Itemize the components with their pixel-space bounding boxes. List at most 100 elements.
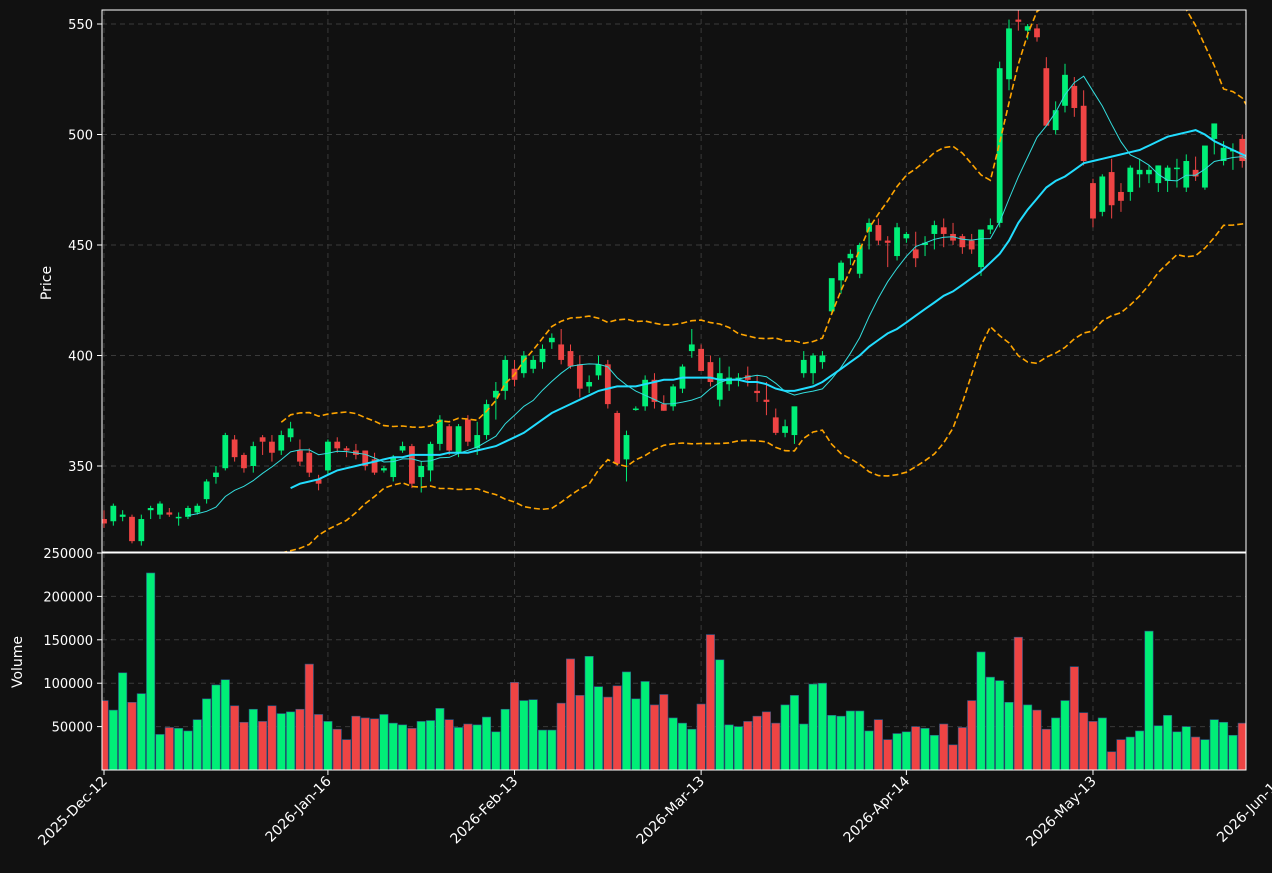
candle-body bbox=[325, 441, 331, 471]
candle-body bbox=[1211, 123, 1218, 139]
volume-bar bbox=[370, 718, 380, 770]
volume-bar bbox=[575, 695, 585, 770]
volume-bar bbox=[593, 686, 603, 770]
date-axis: 2025-Dec-12 2026-Jan-16 2026-Feb-13 2026-Ma… bbox=[35, 770, 1272, 850]
volume-bar bbox=[1237, 722, 1246, 770]
volume-bar bbox=[1032, 709, 1042, 770]
volume-bar bbox=[304, 663, 314, 770]
candle-body bbox=[1183, 161, 1190, 188]
candle-body bbox=[241, 454, 247, 469]
volume-bar bbox=[258, 721, 268, 770]
volume-bar bbox=[761, 711, 771, 770]
candle-body bbox=[138, 519, 145, 542]
candle-body bbox=[175, 516, 182, 519]
candle-body bbox=[1052, 110, 1059, 131]
volume-panel-frame bbox=[101, 552, 1247, 771]
candle-body bbox=[1080, 105, 1087, 162]
candle-body bbox=[800, 359, 807, 374]
candle-body bbox=[1164, 167, 1171, 181]
price-axis-label: Price bbox=[39, 266, 55, 300]
volume-bar bbox=[183, 730, 193, 770]
candle-body bbox=[651, 379, 658, 402]
volume-bar bbox=[1200, 739, 1210, 770]
volume-bar bbox=[836, 715, 846, 770]
candle-body bbox=[772, 417, 779, 433]
candle-body bbox=[203, 481, 210, 500]
volume-bar bbox=[1041, 728, 1051, 770]
volume-bar bbox=[202, 698, 212, 770]
volume-bar bbox=[1088, 721, 1098, 770]
candle-body bbox=[828, 278, 835, 312]
candle-body bbox=[614, 412, 621, 464]
volume-bar bbox=[379, 714, 389, 770]
volume-bar bbox=[789, 695, 799, 770]
volume-tick-label: 150000 bbox=[43, 634, 93, 649]
candle-body bbox=[446, 426, 453, 451]
volume-bar bbox=[1069, 666, 1079, 770]
candle-body bbox=[520, 355, 527, 374]
volume-bar bbox=[668, 717, 678, 770]
volume-axis: 50000 100000 150000 200000 250000 bbox=[43, 547, 102, 736]
volume-bar bbox=[174, 728, 184, 770]
candle-body bbox=[1118, 191, 1124, 201]
volume-bar bbox=[1116, 739, 1126, 770]
volume-bar bbox=[500, 708, 510, 770]
lower-band-line bbox=[281, 222, 1246, 552]
volume-bar bbox=[883, 739, 893, 770]
volume-bar bbox=[1266, 737, 1272, 770]
volume-bar bbox=[276, 713, 286, 770]
candle-body bbox=[912, 249, 919, 259]
candle-body bbox=[548, 337, 555, 343]
volume-bar bbox=[388, 722, 398, 770]
candle-body bbox=[110, 505, 117, 522]
volume-bar bbox=[332, 728, 342, 770]
date-tick-label: 2026-Mar-13 bbox=[634, 774, 708, 848]
candle-body bbox=[1174, 167, 1180, 170]
date-tick-label: 2025-Dec-12 bbox=[35, 774, 110, 849]
candle-body bbox=[381, 468, 387, 471]
volume-bar bbox=[444, 719, 454, 770]
candle-body bbox=[1043, 68, 1050, 126]
volume-bar bbox=[1219, 721, 1229, 770]
volume-bar bbox=[108, 709, 118, 770]
volume-bar bbox=[463, 723, 473, 770]
volume-bar bbox=[566, 658, 575, 770]
candle-body bbox=[297, 450, 303, 462]
volume-bar bbox=[752, 715, 762, 770]
date-tick-label: 2026-Apr-14 bbox=[841, 773, 914, 846]
price-overlays bbox=[187, 10, 1246, 552]
candle-body bbox=[269, 441, 275, 453]
candle-body bbox=[660, 404, 667, 411]
candle-body bbox=[530, 359, 537, 369]
volume-bar bbox=[640, 681, 650, 770]
candle-body bbox=[642, 379, 649, 407]
volume-bar bbox=[351, 715, 361, 770]
volume-bar bbox=[901, 731, 911, 770]
volume-bar bbox=[556, 702, 566, 770]
volume-bar bbox=[220, 679, 230, 770]
candle-body bbox=[1146, 169, 1152, 175]
candle-body bbox=[688, 344, 695, 352]
candle-body bbox=[278, 435, 285, 451]
volume-bar bbox=[743, 721, 753, 770]
volume-bar bbox=[519, 700, 529, 770]
volume-bar bbox=[146, 572, 156, 770]
volume-bar bbox=[817, 682, 827, 770]
volume-bar bbox=[267, 705, 277, 770]
volume-bar bbox=[491, 731, 501, 770]
candle-body bbox=[259, 437, 266, 442]
volume-bar bbox=[136, 693, 146, 770]
candle-body bbox=[1220, 147, 1227, 162]
volume-bar bbox=[1125, 736, 1135, 770]
volume-bar bbox=[724, 724, 734, 770]
candle-body bbox=[838, 262, 844, 281]
volume-bar bbox=[398, 724, 408, 770]
candle-body bbox=[362, 450, 369, 466]
candle-body bbox=[147, 507, 154, 511]
volume-bar bbox=[677, 722, 687, 770]
date-tick-label: 2026-Jun-10 bbox=[1214, 774, 1272, 846]
candle-body bbox=[716, 373, 723, 400]
price-tick-label: 400 bbox=[68, 350, 93, 365]
candle-body bbox=[1108, 172, 1115, 206]
